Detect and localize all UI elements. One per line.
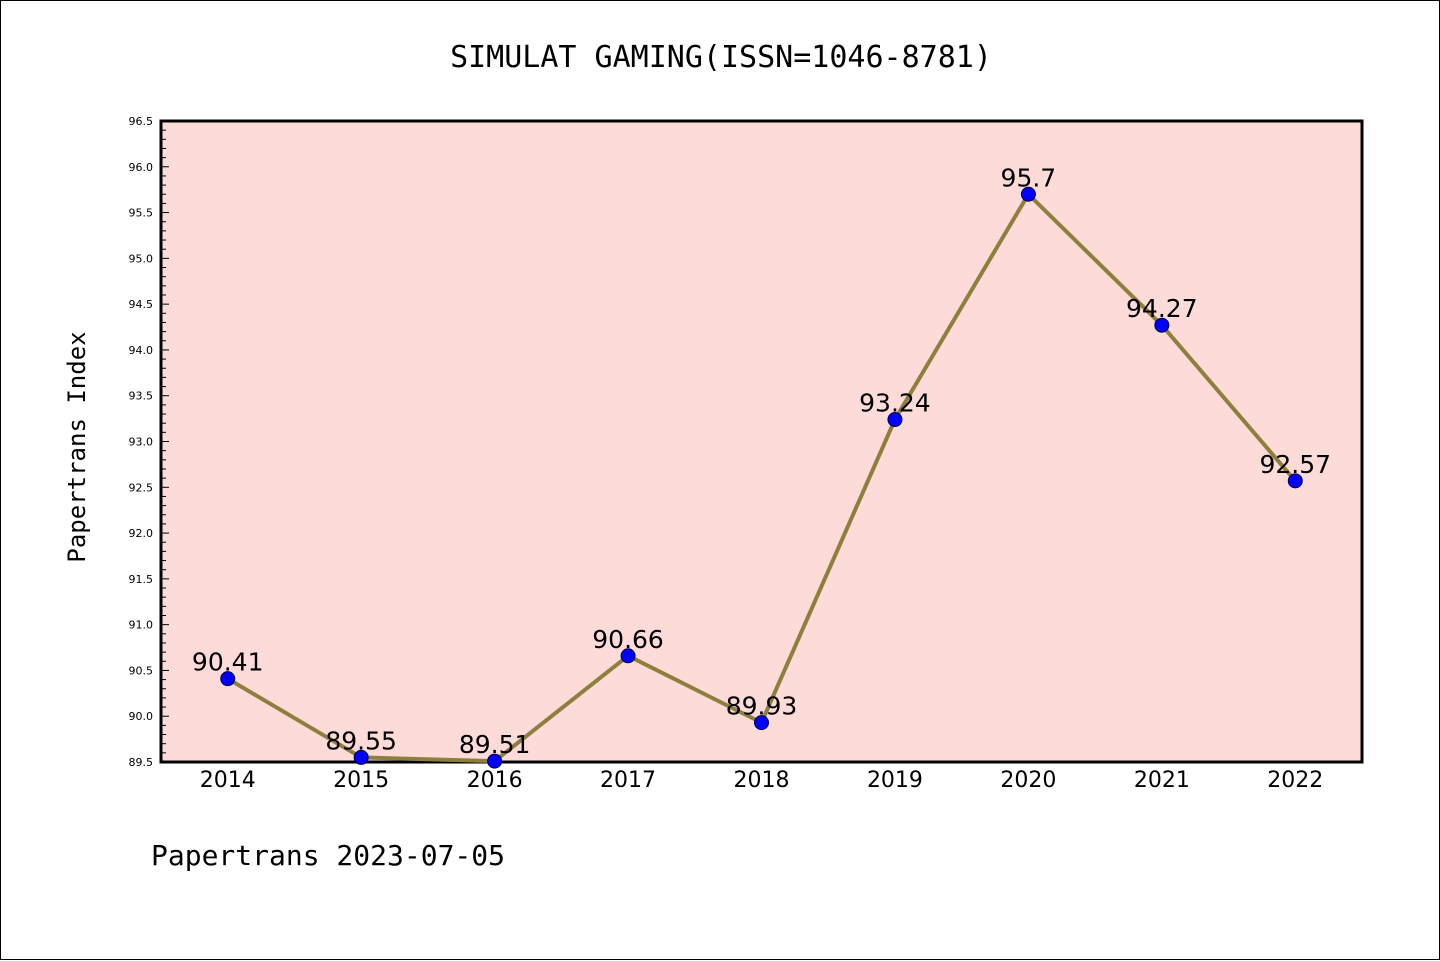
- y-axis-title: Papertrans Index: [63, 331, 91, 562]
- data-point: [1154, 317, 1170, 333]
- data-label: 90.41: [192, 648, 264, 677]
- y-tick-label: 94.0: [129, 344, 154, 357]
- x-axis-tick-labels: 2014 2015 2016 2017 2018 2019 2020 2021 2022: [200, 768, 1324, 793]
- y-axis-ticks: [161, 120, 169, 763]
- data-point: [220, 671, 236, 687]
- y-tick-label: 90.5: [129, 664, 154, 677]
- data-label: 95.7: [1001, 163, 1057, 192]
- x-tick-label: 2015: [333, 768, 389, 793]
- data-label: 89.51: [459, 730, 531, 759]
- x-tick-label: 2017: [600, 768, 656, 793]
- data-point: [487, 753, 503, 769]
- data-label: 89.93: [726, 692, 798, 721]
- data-label: 90.66: [592, 625, 664, 654]
- x-tick-label: 2019: [867, 768, 923, 793]
- y-tick-label: 92.5: [129, 481, 154, 494]
- y-tick-label: 92.0: [129, 527, 154, 540]
- y-tick-label: 93.0: [129, 436, 154, 449]
- y-tick-label: 89.5: [129, 756, 154, 769]
- x-tick-label: 2018: [734, 768, 790, 793]
- data-point: [754, 715, 769, 731]
- data-label: 93.24: [859, 389, 931, 418]
- y-tick-label: 93.5: [129, 390, 154, 403]
- y-tick-label: 96.5: [129, 115, 154, 128]
- data-label: 94.27: [1126, 294, 1198, 323]
- data-point: [353, 749, 369, 765]
- x-tick-label: 2016: [467, 768, 523, 793]
- data-markers: [220, 186, 1303, 769]
- y-tick-label: 91.5: [129, 573, 154, 586]
- data-label: 89.55: [325, 726, 397, 755]
- y-tick-label: 94.5: [129, 298, 154, 311]
- y-tick-label: 90.0: [129, 710, 154, 723]
- data-point: [620, 648, 636, 664]
- footer-label: Papertrans 2023-07-05: [151, 839, 505, 872]
- y-tick-label: 91.0: [129, 619, 154, 632]
- x-tick-label: 2020: [1000, 768, 1056, 793]
- y-tick-label: 95.5: [129, 207, 154, 220]
- data-label: 92.57: [1259, 450, 1331, 479]
- data-labels: 90.41 89.55 89.51 90.66 89.93 93.24 95.7 94.27 9…: [192, 163, 1331, 759]
- plot-area: [159, 119, 1364, 764]
- chart-title: SIMULAT GAMING(ISSN=1046-8781): [450, 40, 992, 75]
- y-tick-label: 96.0: [129, 161, 154, 174]
- x-tick-label: 2021: [1134, 768, 1190, 793]
- data-point: [887, 412, 903, 428]
- data-point: [1020, 186, 1036, 202]
- y-tick-label: 95.0: [129, 252, 154, 265]
- y-axis-tick-labels: 89.5 90.0 90.5 91.0 91.5 92.0 92.5 93.0 93.5 94.0…: [129, 115, 154, 769]
- x-tick-label: 2022: [1267, 768, 1323, 793]
- data-point: [1287, 473, 1303, 489]
- x-tick-label: 2014: [200, 768, 256, 793]
